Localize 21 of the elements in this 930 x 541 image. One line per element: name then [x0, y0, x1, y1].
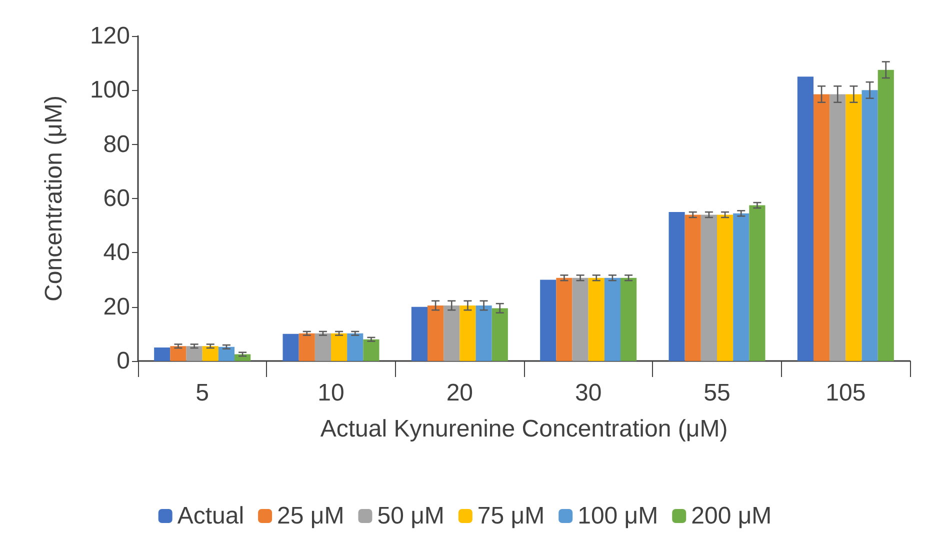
legend-label: 50 μM [377, 502, 444, 530]
legend-label: 75 μM [477, 502, 545, 530]
y-tick-label: 100 [90, 76, 130, 104]
y-tick-label: 60 [103, 185, 130, 212]
x-tick-label: 5 [196, 380, 210, 406]
x-tick-label: 30 [574, 380, 602, 406]
legend-label: Actual [177, 502, 244, 530]
y-tick-label: 80 [103, 130, 130, 158]
y-tick-label: 120 [90, 22, 130, 50]
x-tick-label: 55 [704, 380, 730, 406]
y-axis-title: Concentration (μM) [40, 96, 68, 302]
y-tick-label: 40 [103, 239, 130, 266]
x-tick-label: 20 [446, 380, 474, 406]
legend-label: 200 μM [691, 502, 772, 530]
y-tick-label: 0 [116, 348, 130, 374]
x-tick-label: 10 [318, 380, 344, 406]
x-tick-label: 105 [826, 380, 866, 406]
legend-label: 25 μM [277, 502, 344, 530]
x-axis-title: Actual Kynurenine Concentration (μM) [320, 416, 728, 442]
y-tick-label: 20 [103, 293, 130, 320]
legend-label: 100 μM [578, 502, 658, 530]
